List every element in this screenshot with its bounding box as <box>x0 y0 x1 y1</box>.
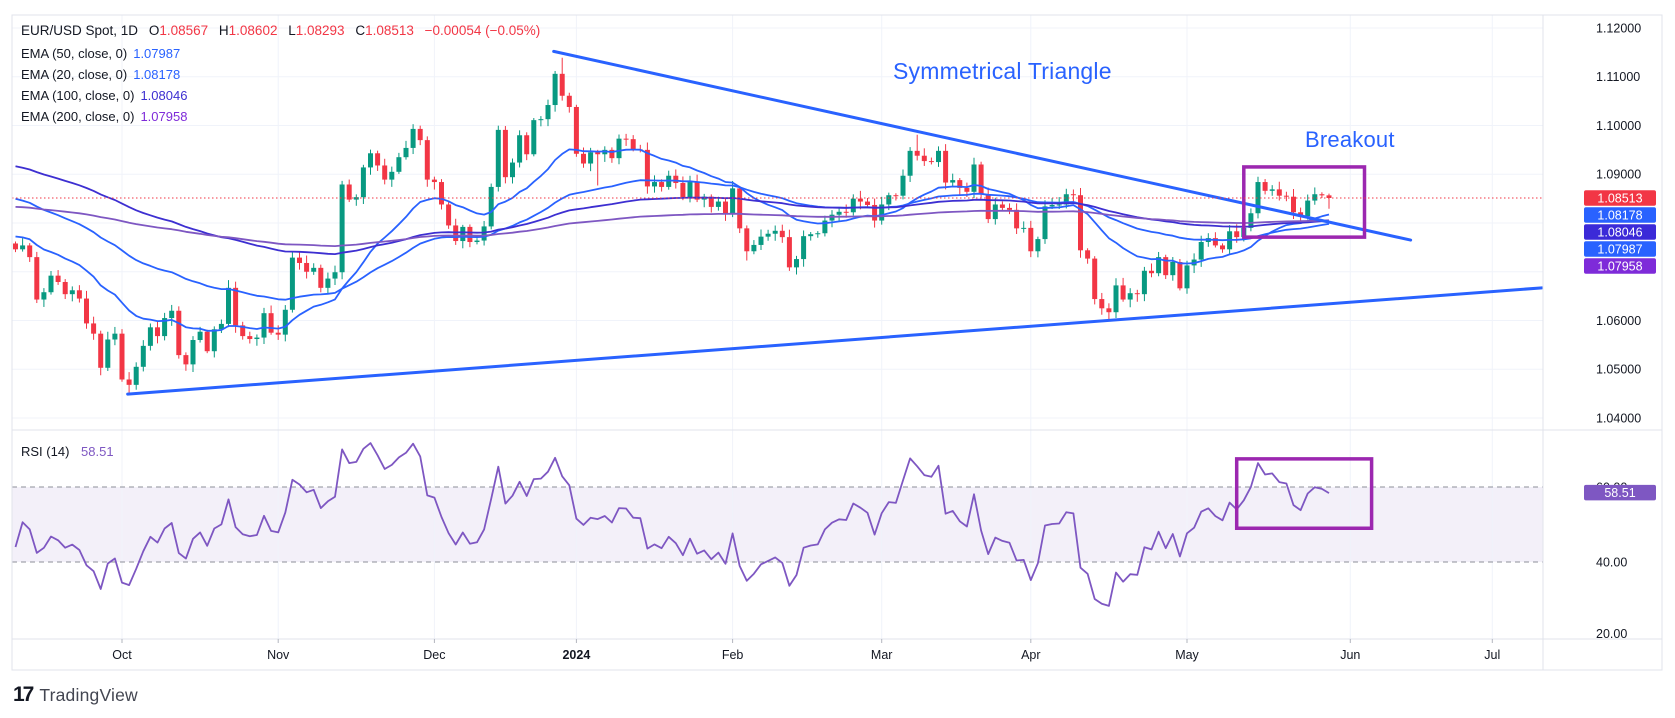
svg-text:1.07958: 1.07958 <box>1597 259 1642 273</box>
rsi-line[interactable] <box>14 442 1330 607</box>
open-value: 1.08567 <box>159 23 209 38</box>
rsi-label: RSI (14) <box>21 444 70 459</box>
time-tick-label: Dec <box>423 648 445 662</box>
rsi-band <box>12 487 1543 562</box>
rsi-badge: 58.51 <box>1584 484 1656 501</box>
svg-text:1.07987: 1.07987 <box>1597 242 1642 256</box>
price-badge-1.08046: 1.08046 <box>1584 224 1656 240</box>
ema-legend-value: 1.07987 <box>133 46 181 61</box>
upper-descending-trendline[interactable] <box>552 49 1413 242</box>
price-badge-1.08178: 1.08178 <box>1584 207 1656 223</box>
time-tick-label: Feb <box>722 648 744 662</box>
rsi-legend-row[interactable]: RSI (14) 58.51 <box>21 444 114 459</box>
plot-area <box>12 15 1543 639</box>
high-label: H <box>218 23 229 38</box>
breakout-annotation[interactable]: Breakout <box>1305 127 1395 152</box>
close-value: 1.08513 <box>365 23 414 38</box>
ema-legend-value: 1.08178 <box>133 67 181 82</box>
rsi-tick-label: 20.00 <box>1596 627 1627 641</box>
tradingview-logo[interactable]: 17 TradingView <box>13 683 138 707</box>
price-badge-1.07958: 1.07958 <box>1584 258 1656 274</box>
rsi-value: 58.51 <box>81 444 114 459</box>
price-tick-label: 1.06000 <box>1596 314 1641 328</box>
lower-ascending-trendline[interactable] <box>126 286 1543 396</box>
ema-legend-label: EMA (200, close, 0) <box>21 109 135 124</box>
close-label: C <box>355 23 366 38</box>
low-label: L <box>288 23 296 38</box>
time-tick-label: Apr <box>1021 648 1040 662</box>
time-tick-label: Oct <box>112 648 132 662</box>
price-tick-label: 1.10000 <box>1596 119 1641 133</box>
rsi-tick-label: 40.00 <box>1596 555 1627 569</box>
chart-frame <box>11 14 1663 671</box>
price-tick-label: 1.11000 <box>1596 70 1640 84</box>
ema-legend-row[interactable]: EMA (50, close, 0) 1.07987 <box>21 43 540 64</box>
time-tick-label: Nov <box>267 648 290 662</box>
symmetrical-triangle-annotation[interactable]: Symmetrical Triangle <box>893 58 1112 84</box>
price-tick-label: 1.05000 <box>1596 363 1641 377</box>
price-badge-1.08513: 1.08513 <box>1584 190 1656 206</box>
symbol-title: EUR/USD Spot, 1D <box>21 23 139 38</box>
ema-legend: EMA (50, close, 0) 1.07987 EMA (20, close,… <box>21 43 540 127</box>
time-tick-label: 2024 <box>562 648 590 662</box>
open-label: O <box>148 23 160 38</box>
svg-text:1.08046: 1.08046 <box>1597 225 1642 239</box>
main-legend[interactable]: EUR/USD Spot, 1D O1.08567 H1.08602 L1.08… <box>21 20 540 127</box>
breakout-box-price[interactable] <box>1242 165 1367 239</box>
price-tick-label: 1.09000 <box>1596 168 1641 182</box>
ema-legend-label: EMA (100, close, 0) <box>21 88 135 103</box>
svg-text:1.08513: 1.08513 <box>1597 191 1642 205</box>
svg-text:1.08178: 1.08178 <box>1597 208 1642 222</box>
time-tick-label: May <box>1175 648 1199 662</box>
time-tick-label: Mar <box>871 648 893 662</box>
ema-50-line[interactable] <box>15 179 1330 301</box>
time-tick-label: Jul <box>1484 648 1500 662</box>
ema-legend-label: EMA (20, close, 0) <box>21 67 128 82</box>
ema-legend-row[interactable]: EMA (20, close, 0) 1.08178 <box>21 64 540 85</box>
ema-legend-label: EMA (50, close, 0) <box>21 46 128 61</box>
ema-legend-row[interactable]: EMA (200, close, 0) 1.07958 <box>21 106 540 127</box>
breakout-box-rsi[interactable] <box>1234 457 1374 530</box>
ema-legend-value: 1.07958 <box>140 109 188 124</box>
price-axis[interactable]: 1.12000 1.11000 1.10000 1.09000 1.06000 1.050… <box>1596 21 1641 425</box>
tradingview-logo-text: TradingView <box>39 684 138 705</box>
price-badge-1.07987: 1.07987 <box>1584 241 1656 257</box>
tradingview-logo-icon: 17 <box>13 683 34 706</box>
low-value: 1.08293 <box>295 23 345 38</box>
time-axis[interactable]: Oct Nov Dec 2024 Feb Mar Apr May Jun Jul <box>112 639 1500 662</box>
symbol-legend-row[interactable]: EUR/USD Spot, 1D O1.08567 H1.08602 L1.08… <box>21 20 540 43</box>
ema-legend-value: 1.08046 <box>140 88 188 103</box>
ema-legend-row[interactable]: EMA (100, close, 0) 1.08046 <box>21 85 540 106</box>
time-tick-label: Jun <box>1340 648 1360 662</box>
price-tick-label: 1.04000 <box>1596 411 1641 425</box>
ema-20-line[interactable] <box>15 148 1330 332</box>
svg-text:58.51: 58.51 <box>1604 486 1635 500</box>
price-tick-label: 1.12000 <box>1596 21 1641 35</box>
change-value: −0.00054 (−0.05%) <box>424 23 541 38</box>
high-value: 1.08602 <box>228 23 278 38</box>
ema-200-line[interactable] <box>15 206 1330 247</box>
